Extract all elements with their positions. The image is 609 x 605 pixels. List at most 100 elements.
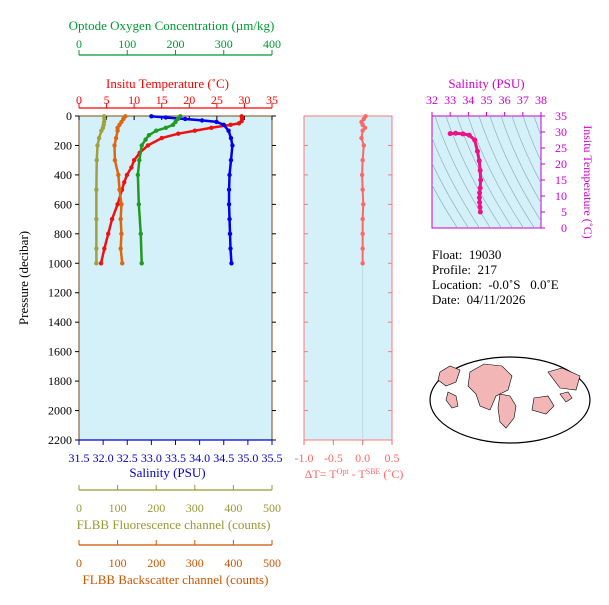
density-contour — [522, 116, 541, 162]
series-point-temperature — [209, 125, 214, 130]
axis-tick-label: 300 — [186, 556, 204, 570]
density-contour — [432, 184, 458, 228]
axis-tick-label: 35.0 — [237, 451, 258, 465]
series-point-oxygen — [136, 202, 142, 207]
ts-y-tick-label: 0 — [561, 221, 567, 235]
axis-title: FLBB Fluorescence channel (counts) — [77, 517, 271, 532]
axis-title: Insitu Temperature (˚C) — [106, 76, 229, 91]
axis-tick-label: 400 — [224, 501, 242, 515]
series-point-temperature — [98, 261, 104, 266]
series-point-temperature — [122, 180, 127, 185]
series-point-backscatter — [112, 157, 118, 163]
ts-x-tick-label: 33 — [444, 93, 456, 107]
delta-x-tick-label: 0.0 — [355, 451, 370, 465]
series-point-salinity — [227, 231, 233, 237]
axis-tick-label: 100 — [118, 37, 136, 51]
axis-tick-label: 200 — [147, 501, 165, 515]
axis-tick-label: 34.5 — [213, 451, 234, 465]
series-point-oxygen — [138, 231, 143, 237]
series-point-oxygen — [154, 128, 159, 133]
axis-tick-label: 200 — [167, 37, 185, 51]
series-point-oxygen — [139, 143, 144, 148]
axis-tick-label: 300 — [186, 501, 204, 515]
ts-series-point — [477, 209, 483, 215]
delta-plot-area — [303, 115, 393, 441]
delta-series-point — [360, 216, 365, 222]
axis-tick-label: 100 — [109, 556, 127, 570]
ts-y-tick-label: 20 — [555, 157, 567, 171]
axis-tick-label: 33.5 — [165, 451, 186, 465]
location: Location: -0.0˚S 0.0˚E — [432, 277, 559, 292]
series-point-salinity — [226, 202, 232, 207]
series-point-temperature — [176, 131, 181, 136]
delta-series-point — [360, 261, 365, 266]
delta-series-point — [361, 143, 367, 148]
series-point-backscatter — [116, 172, 121, 178]
float-info: Float: 19030 Profile: 217 Location: -0.0… — [432, 247, 559, 307]
float-id: Float: 19030 — [432, 247, 502, 262]
series-point-fluorescence — [94, 246, 99, 251]
ts-series-point — [472, 137, 478, 143]
series-point-oxygen — [170, 122, 176, 128]
series-point-temperature — [228, 122, 233, 128]
profile-number: Profile: 217 — [432, 262, 497, 277]
series-point-salinity — [228, 246, 233, 251]
ts-series-point — [477, 199, 483, 205]
delta-series-point — [360, 187, 365, 192]
density-contour — [489, 116, 541, 222]
delta-x-tick-label: -0.5 — [324, 451, 343, 465]
ts-x-tick-label: 37 — [517, 93, 529, 107]
ts-y-tick-label: 5 — [561, 205, 567, 219]
series-point-oxygen — [146, 132, 152, 138]
y-tick-label: 1400 — [48, 315, 72, 329]
ts-series-point — [474, 148, 480, 154]
ts-x-tick-label: 34 — [462, 93, 474, 107]
series-point-backscatter — [115, 128, 120, 133]
axis-tick-label: 10 — [128, 93, 140, 107]
ts-y-tick-label: 15 — [555, 173, 567, 187]
delta-series-point — [360, 157, 365, 163]
series-point-oxygen — [137, 157, 142, 163]
ts-series-point — [477, 167, 483, 173]
date: Date: 04/11/2026 — [432, 292, 526, 307]
axis-tick-label: 200 — [147, 556, 165, 570]
axis-tick-label: 400 — [224, 556, 242, 570]
series-point-backscatter — [118, 246, 123, 251]
axis-tick-label: 500 — [263, 501, 281, 515]
y-tick-label: 600 — [54, 197, 72, 211]
axis-tick-label: 25 — [211, 93, 223, 107]
axis-tick-label: 0 — [76, 556, 82, 570]
delta-series-point — [360, 231, 365, 237]
series-point-backscatter — [119, 202, 124, 207]
series-point-salinity — [226, 128, 231, 133]
series-point-oxygen — [163, 125, 169, 130]
series-point-temperature — [131, 157, 137, 163]
ts-y-tick-label: 25 — [555, 141, 567, 155]
axis-tick-label: 31.5 — [69, 451, 90, 465]
axis-title: Salinity (PSU) — [129, 465, 205, 480]
series-point-salinity — [163, 115, 169, 120]
series-point-oxygen — [143, 137, 148, 142]
ts-x-tick-label: 36 — [499, 93, 511, 107]
series-point-backscatter — [113, 135, 119, 141]
density-contour — [432, 137, 480, 228]
axis-tick-label: 15 — [156, 93, 168, 107]
axis-tick-label: 35.5 — [262, 451, 283, 465]
map-landmass — [497, 393, 517, 429]
axis-title: FLBB Backscatter channel (counts) — [83, 572, 269, 587]
map-landmass — [467, 363, 513, 411]
series-point-temperature — [192, 128, 197, 133]
series-point-fluorescence — [94, 157, 99, 163]
series-point-oxygen — [175, 116, 181, 122]
y-tick-label: 200 — [54, 138, 72, 152]
series-point-backscatter — [117, 187, 122, 192]
world-map — [429, 356, 591, 444]
axis-title: Optode Oxygen Concentration (µm/kg) — [69, 18, 275, 33]
y-tick-label: 400 — [54, 168, 72, 182]
ts-x-tick-label: 38 — [535, 93, 547, 107]
density-contour — [511, 116, 541, 184]
series-point-oxygen — [135, 172, 141, 178]
ts-series-point — [453, 130, 459, 136]
ts-y-tick-label: 30 — [555, 125, 567, 139]
delta-x-tick-label: -1.0 — [295, 451, 314, 465]
